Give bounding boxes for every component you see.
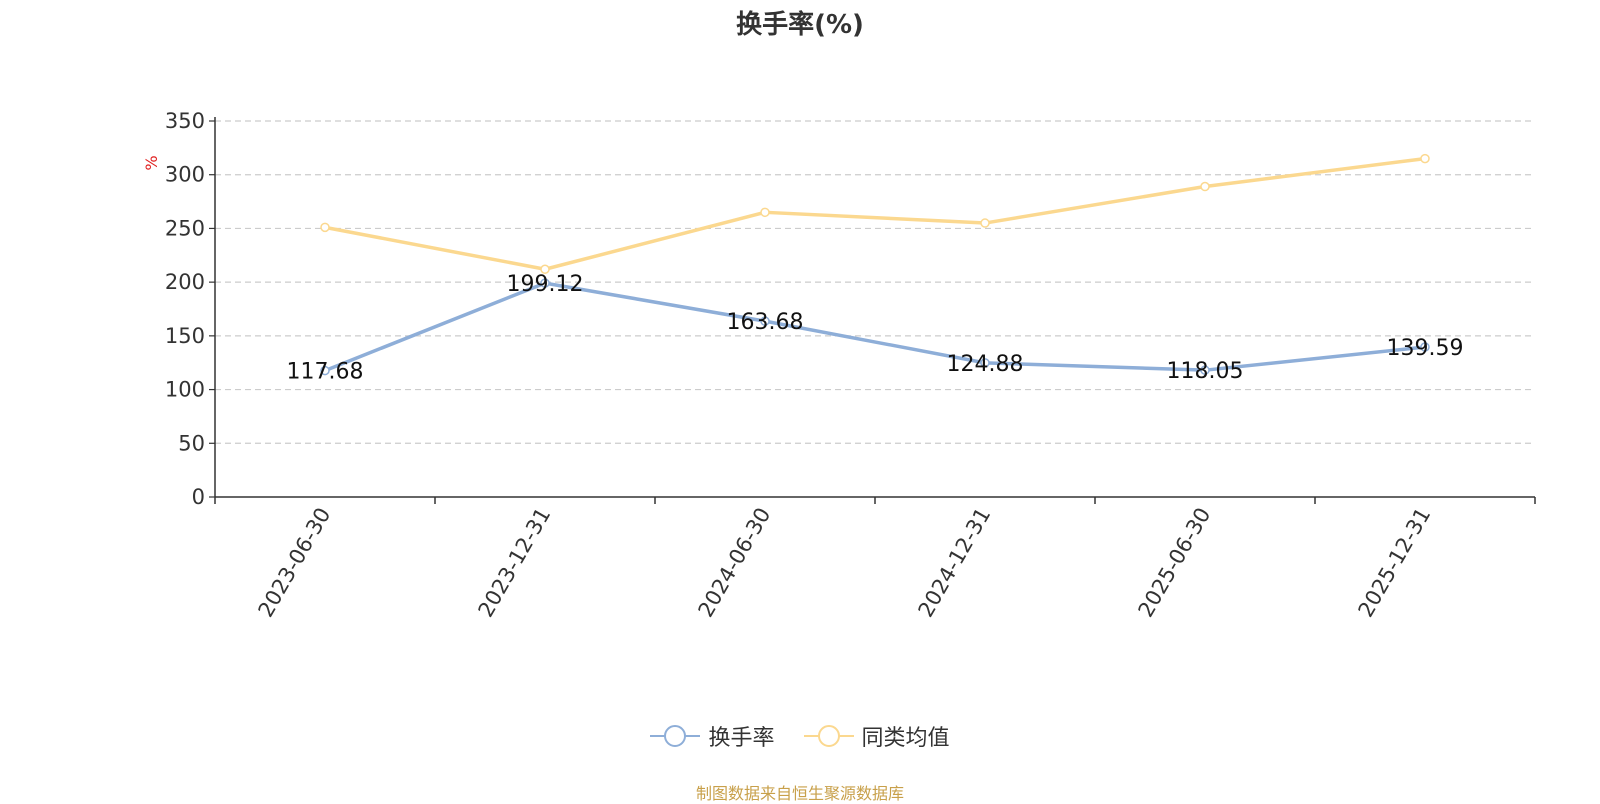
x-tick-label: 2025-06-30	[1134, 504, 1216, 622]
legend-label: 换手率	[708, 726, 775, 751]
legend-marker-icon	[803, 725, 854, 747]
x-tick-label: 2025-12-31	[1354, 504, 1436, 622]
series-line-1	[324, 156, 1426, 272]
y-tick-label: 0	[192, 485, 205, 509]
series-line-0	[324, 281, 1426, 373]
y-tick-label: 50	[178, 431, 205, 455]
y-tick-label: 150	[165, 324, 205, 348]
data-label: 199.12	[507, 272, 584, 297]
data-point	[980, 358, 990, 368]
y-tick-label: 350	[165, 109, 205, 133]
legend-label: 同类均值	[861, 726, 950, 751]
data-point	[1200, 365, 1210, 375]
y-tick-label: 250	[165, 216, 205, 240]
legend-marker-icon	[650, 725, 701, 747]
y-tick-label: 100	[165, 378, 205, 402]
legend-item-series-0[interactable]: 换手率	[650, 720, 774, 752]
data-point	[980, 218, 990, 228]
data-point	[760, 207, 770, 218]
data-labels: 117.68 199.12 163.68 124.88 118.05 139.59	[287, 272, 1464, 384]
data-point	[320, 222, 330, 233]
data-label: 139.59	[1387, 336, 1464, 361]
legend-item-series-1[interactable]: 同类均值	[803, 720, 950, 752]
data-point	[1420, 153, 1430, 164]
grid-lines	[215, 120, 1535, 444]
data-point	[320, 365, 330, 376]
line-chart: 0 50 100 150 200 250 300 350% 2023-06-30 2023-12-…	[142, 109, 1536, 622]
data-point	[1420, 342, 1430, 352]
data-point	[1200, 181, 1210, 192]
data-label: 118.05	[1167, 359, 1244, 384]
data-point	[540, 264, 550, 275]
x-tick-label: 2023-06-30	[254, 504, 336, 622]
data-label: 117.68	[287, 360, 364, 385]
y-axis-unit-label: %	[142, 155, 161, 170]
source-note: 制图数据来自恒生聚源数据库	[695, 784, 904, 803]
data-label: 163.68	[727, 310, 804, 335]
y-tick-label: 200	[165, 270, 205, 294]
series-layer	[320, 153, 1430, 376]
x-tick-label: 2024-06-30	[694, 504, 776, 622]
data-label: 124.88	[947, 352, 1024, 377]
y-tick-label: 300	[165, 163, 205, 187]
x-tick-label: 2024-12-31	[914, 504, 996, 622]
data-point	[760, 316, 770, 326]
x-tick-label: 2023-12-31	[474, 504, 556, 622]
data-point	[540, 278, 550, 288]
legend: 换手率 同类均值	[0, 720, 1600, 752]
chart-title: 换手率(%)	[736, 10, 864, 40]
